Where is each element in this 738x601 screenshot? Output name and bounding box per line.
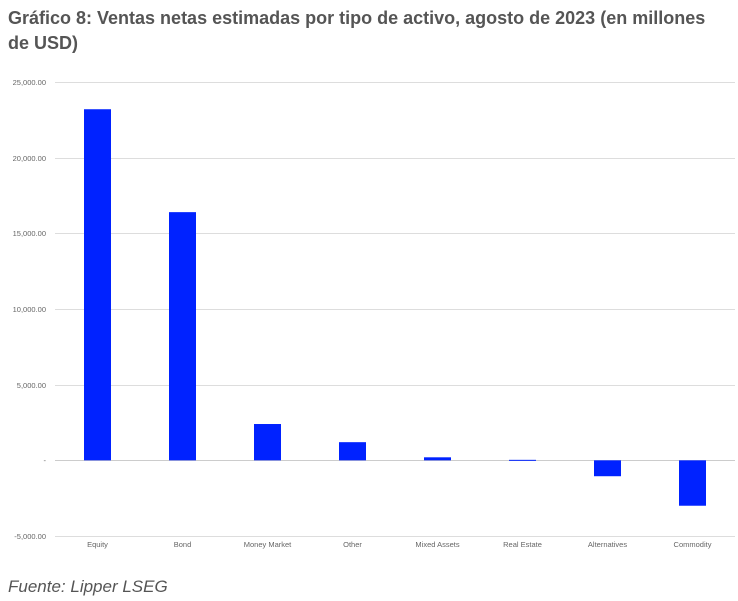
y-tick-label: 15,000.00 [13, 229, 46, 238]
gridlines [55, 82, 735, 537]
y-tick-label: 20,000.00 [13, 154, 46, 163]
x-category-label: Alternatives [588, 540, 627, 549]
x-category-label: Bond [174, 540, 192, 549]
y-tick-label: 5,000.00 [17, 381, 46, 390]
x-axis-category-labels: Equity Bond Money Market Other Mixed Assets R… [87, 540, 712, 549]
x-category-label: Real Estate [503, 540, 542, 549]
x-category-label: Mixed Assets [415, 540, 459, 549]
chart-title: Gráfico 8: Ventas netas estimadas por ti… [8, 8, 706, 53]
y-tick-label: 25,000.00 [13, 78, 46, 87]
x-category-label: Money Market [244, 540, 292, 549]
bar-commodity [679, 460, 706, 506]
bar-equity [84, 109, 111, 461]
y-axis-tick-labels: 25,000.00 20,000.00 15,000.00 10,000.00 5,00… [13, 78, 47, 541]
x-category-label: Other [343, 540, 362, 549]
x-category-label: Commodity [674, 540, 712, 549]
bar-bond [169, 212, 196, 461]
bar-alternatives [594, 460, 621, 477]
bars [84, 109, 706, 506]
bar-mixed-assets [424, 457, 451, 461]
bar-other [339, 442, 366, 461]
x-category-label: Equity [87, 540, 108, 549]
y-tick-label: - [44, 456, 47, 465]
bar-real-estate [509, 459, 536, 461]
y-tick-label: 10,000.00 [13, 305, 46, 314]
y-tick-label: -5,000.00 [14, 532, 46, 541]
source-note: Fuente: Lipper LSEG [8, 577, 168, 596]
bar-money-market [254, 424, 281, 461]
